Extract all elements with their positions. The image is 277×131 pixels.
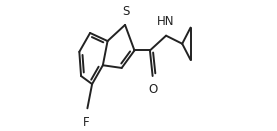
Text: HN: HN [157, 15, 175, 28]
Text: S: S [122, 4, 130, 18]
Text: O: O [148, 83, 157, 96]
Text: F: F [83, 116, 89, 129]
